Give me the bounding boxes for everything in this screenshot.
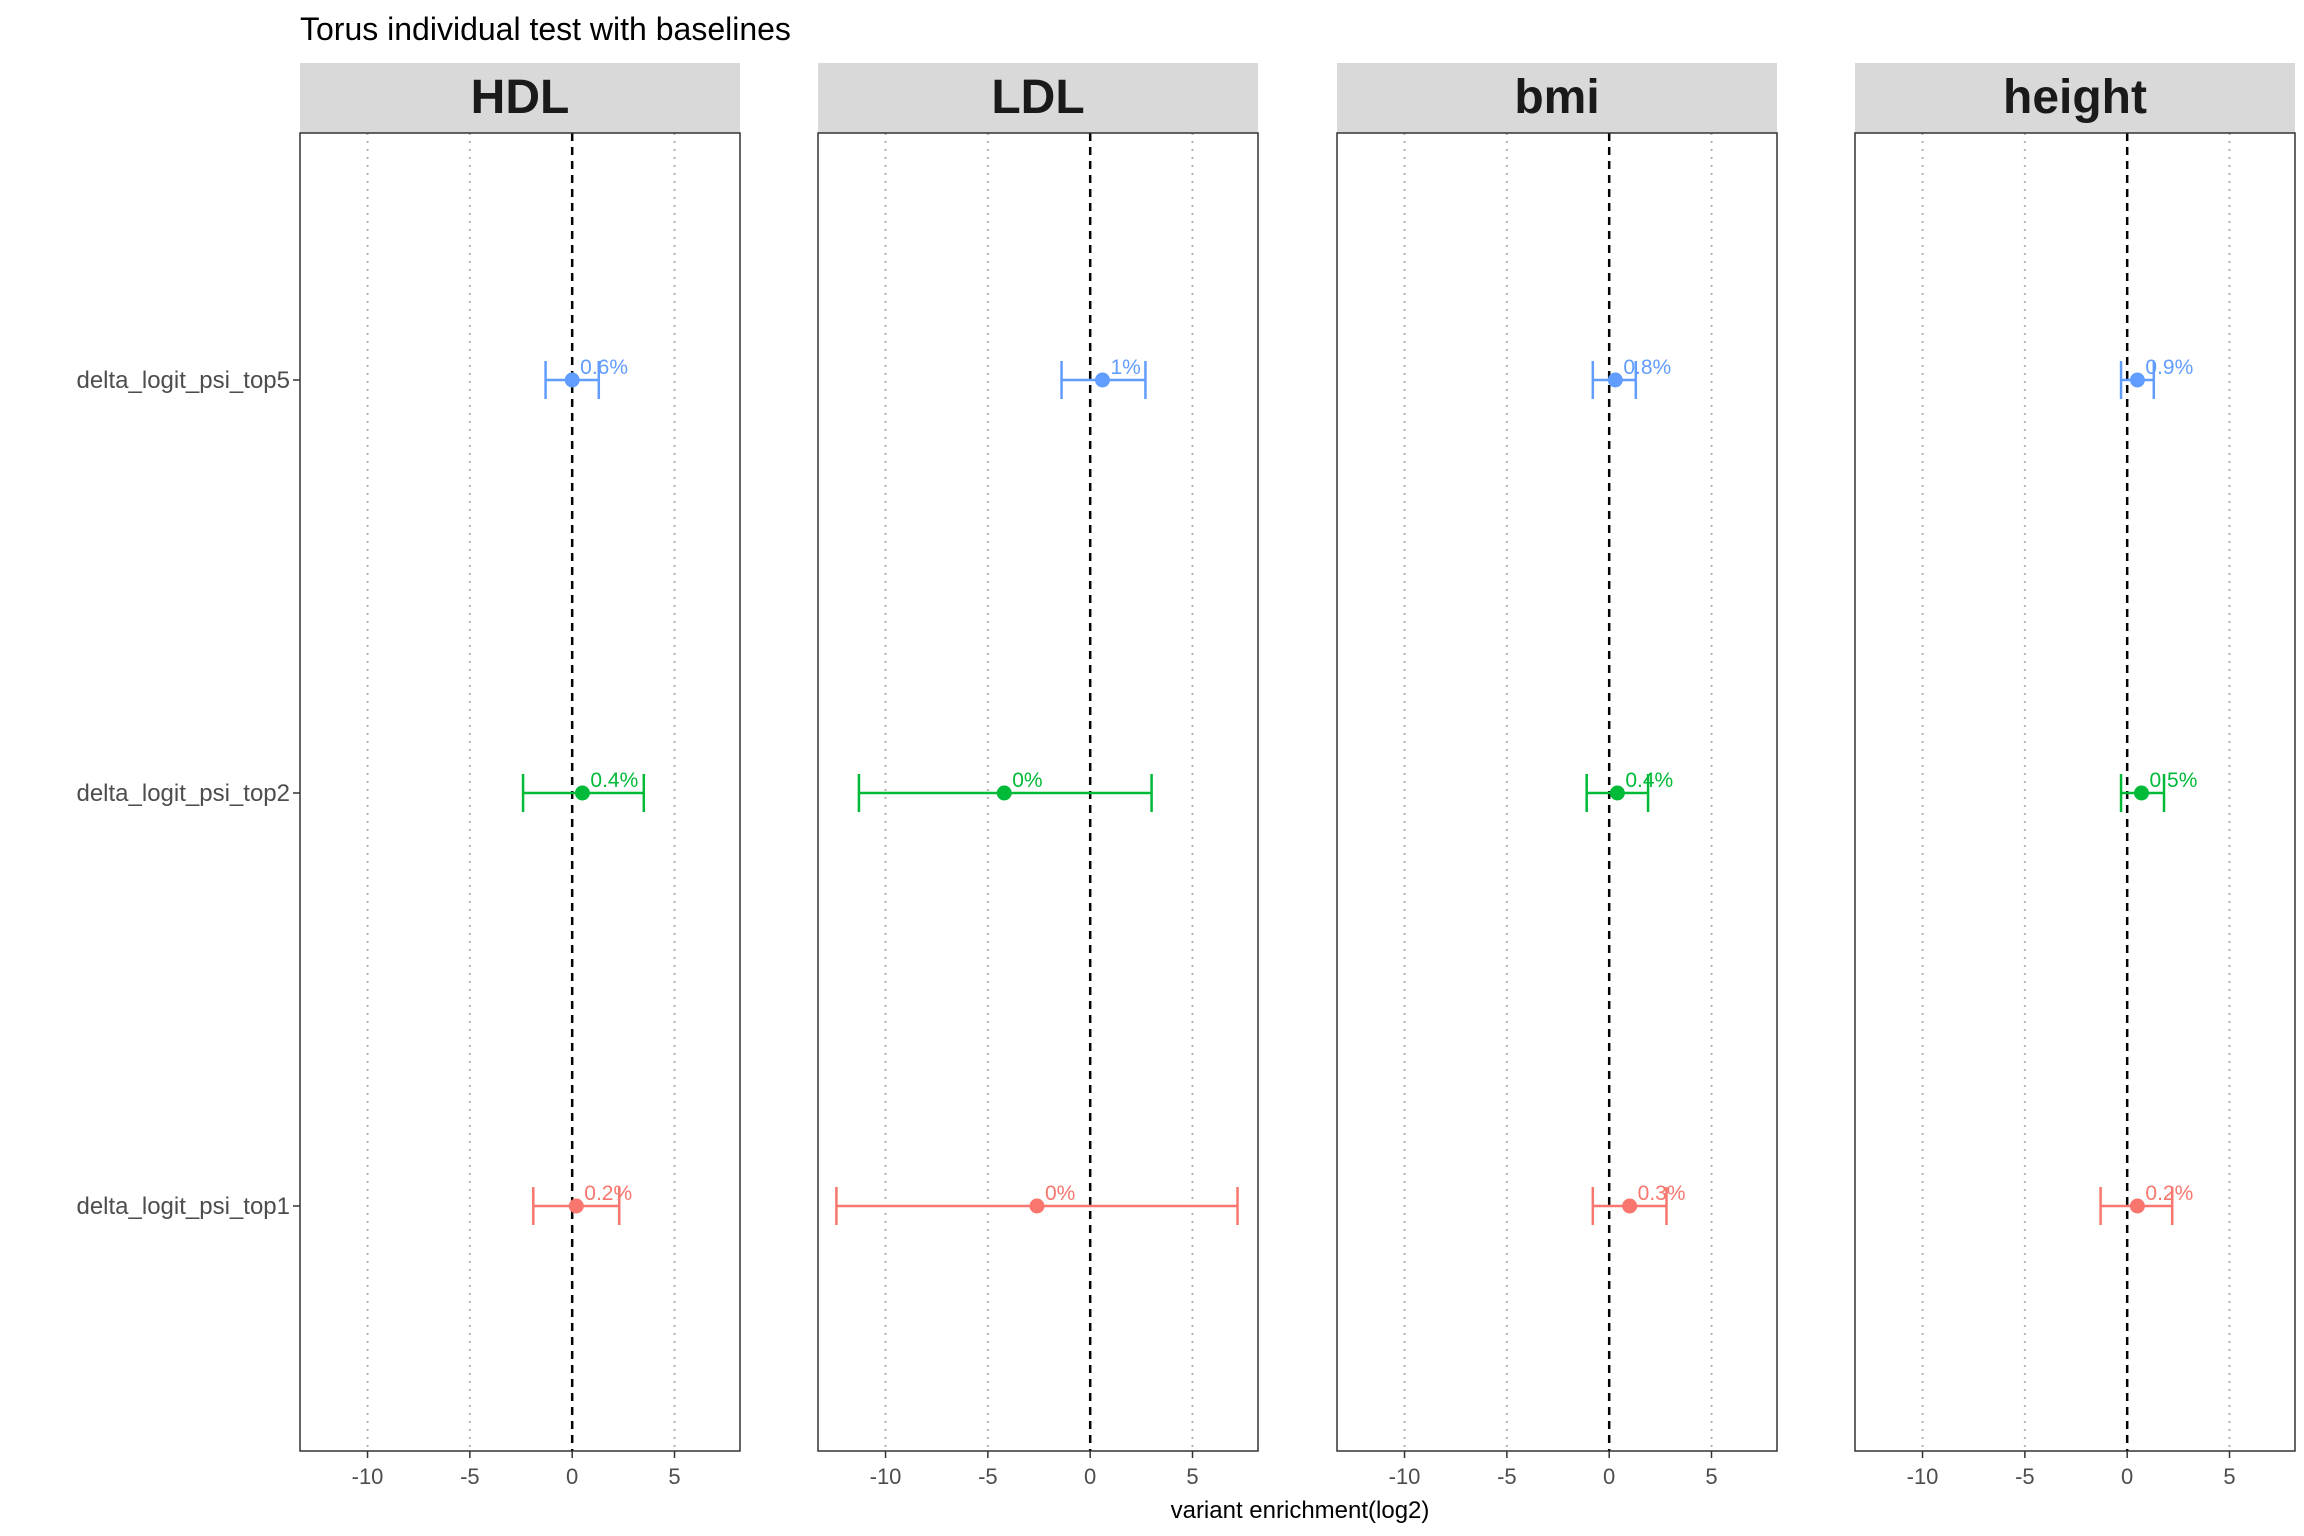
estimate-point [2134, 785, 2150, 801]
x-tick-label: -10 [870, 1464, 902, 1489]
error-bar-delta_logit_psi_top5: 1% [1060, 356, 1147, 399]
data-label: 0% [1045, 1182, 1075, 1205]
error-bar-delta_logit_psi_top2: 0.4% [521, 769, 646, 812]
error-bar-delta_logit_psi_top2: 0.5% [2119, 769, 2198, 812]
strip-label: HDL [471, 71, 570, 124]
x-axis-label: variant enrichment(log2) [1171, 1497, 1430, 1524]
error-bar-delta_logit_psi_top1: 0% [835, 1182, 1239, 1225]
error-bar-delta_logit_psi_top1: 0.3% [1591, 1182, 1686, 1225]
x-tick-label: -5 [978, 1464, 998, 1489]
strip-background [1337, 63, 1777, 133]
estimate-point [1094, 372, 1110, 388]
x-tick-label: -5 [1497, 1464, 1517, 1489]
estimate-point [568, 1198, 584, 1214]
y-tick-label: delta_logit_psi_top2 [76, 780, 290, 807]
estimate-point [1029, 1198, 1045, 1214]
panel-border [1336, 132, 1778, 1452]
strip-background [300, 63, 740, 133]
estimate-point [1622, 1198, 1638, 1214]
data-label: 0.2% [2145, 1182, 2193, 1205]
y-tick-label: delta_logit_psi_top1 [76, 1193, 290, 1220]
estimate-point [1607, 372, 1623, 388]
error-bar-delta_logit_psi_top2: 0.4% [1585, 769, 1673, 812]
x-tick-label: 0 [566, 1464, 578, 1489]
data-label: 0.5% [2150, 769, 2198, 792]
data-label: 0.4% [590, 769, 638, 792]
data-label: 0.6% [580, 356, 628, 379]
error-bar-delta_logit_psi_top5: 0.6% [544, 356, 628, 399]
x-tick-label: 5 [1705, 1464, 1717, 1489]
data-label: 0.9% [2145, 356, 2193, 379]
estimate-point [996, 785, 1012, 801]
y-axis-labels: delta_logit_psi_top5 delta_logit_psi_top2… [76, 367, 300, 1220]
facet-panel-HDL: HDL -10 -5 0 5 0.6% 0.4% 0.2% [299, 63, 741, 1489]
estimate-point [2129, 372, 2145, 388]
x-tick-label: 0 [1603, 1464, 1615, 1489]
chart-title: Torus individual test with baselines [300, 11, 791, 47]
data-label: 0.4% [1625, 769, 1673, 792]
x-tick-label: -10 [1907, 1464, 1939, 1489]
x-tick-label: 5 [668, 1464, 680, 1489]
error-bar-delta_logit_psi_top5: 0.9% [2119, 356, 2193, 399]
data-label: 1% [1110, 356, 1140, 379]
data-label: 0% [1012, 769, 1042, 792]
strip-background [818, 63, 1258, 133]
y-tick-label: delta_logit_psi_top5 [76, 367, 290, 394]
facet-panel-bmi: bmi -10 -5 0 5 0.8% 0.4% 0.3% [1336, 63, 1778, 1489]
data-label: 0.8% [1623, 356, 1671, 379]
estimate-point [564, 372, 580, 388]
error-bar-delta_logit_psi_top1: 0.2% [532, 1182, 632, 1225]
x-tick-label: -10 [352, 1464, 384, 1489]
strip-label: bmi [1514, 71, 1599, 124]
strip-label: LDL [991, 71, 1084, 124]
facet-panel-LDL: LDL -10 -5 0 5 1% 0% 0% [817, 63, 1259, 1489]
panel-border [299, 132, 741, 1452]
data-label: 0.2% [584, 1182, 632, 1205]
x-tick-label: -10 [1389, 1464, 1421, 1489]
strip-background [1855, 63, 2295, 133]
facet-panel-height: height -10 -5 0 5 0.9% 0.5% 0.2% [1854, 63, 2296, 1489]
x-tick-label: -5 [2015, 1464, 2035, 1489]
x-tick-label: -5 [460, 1464, 480, 1489]
x-tick-label: 0 [2121, 1464, 2133, 1489]
error-bar-delta_logit_psi_top1: 0.2% [2099, 1182, 2193, 1225]
error-bar-delta_logit_psi_top5: 0.8% [1591, 356, 1671, 399]
estimate-point [574, 785, 590, 801]
facet-panels: HDL -10 -5 0 5 0.6% 0.4% 0.2% LDL -10 -5 0 5 1% 0% 0% bm… [299, 63, 2296, 1489]
data-label: 0.3% [1638, 1182, 1686, 1205]
estimate-point [2129, 1198, 2145, 1214]
error-bar-delta_logit_psi_top2: 0% [857, 769, 1153, 812]
x-tick-label: 5 [2223, 1464, 2235, 1489]
strip-label: height [2003, 71, 2147, 124]
x-tick-label: 0 [1084, 1464, 1096, 1489]
x-tick-label: 5 [1186, 1464, 1198, 1489]
panel-border [1854, 132, 2296, 1452]
estimate-point [1609, 785, 1625, 801]
panel-border [817, 132, 1259, 1452]
